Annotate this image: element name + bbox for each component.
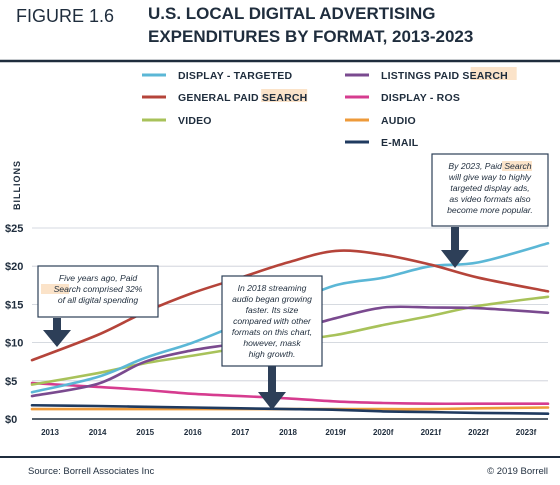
annotation-2013: Five years ago, Paid Search comprised 32… xyxy=(37,265,159,347)
annotation-line: audio began growing xyxy=(232,294,312,304)
y-axis-ticks: $0 $5 $10 $15 $20 $25 xyxy=(5,223,23,426)
y-tick-label: $10 xyxy=(5,338,23,350)
x-tick-label: 2022f xyxy=(468,428,489,437)
annotation-line: of all digital spending xyxy=(58,295,138,305)
copyright-note: © 2019 Borrell xyxy=(487,466,548,477)
annotation-line: faster. Its size xyxy=(246,305,299,315)
arrow-down-icon xyxy=(43,318,71,347)
figure-label: FIGURE 1.6 xyxy=(16,6,114,26)
search-highlight xyxy=(502,161,532,171)
x-tick-label: 2018 xyxy=(279,428,297,437)
x-tick-label: 2017 xyxy=(232,428,250,437)
arrow-down-icon xyxy=(258,366,286,410)
search-highlight xyxy=(261,89,308,102)
legend-label-listings-paid-search: LISTINGS PAID SEARCH xyxy=(381,70,508,82)
annotation-line: Five years ago, Paid xyxy=(59,273,138,283)
chart-title-line1: U.S. LOCAL DIGITAL ADVERTISING xyxy=(148,4,435,23)
legend-label-display-targeted: DISPLAY - TARGETED xyxy=(178,70,292,82)
chart-title-line2: EXPENDITURES BY FORMAT, 2013-2023 xyxy=(148,27,473,46)
x-tick-label: 2019f xyxy=(325,428,346,437)
annotation-line: formats on this chart, xyxy=(232,327,312,337)
series-line-display-ros xyxy=(30,381,550,406)
legend-label-video: VIDEO xyxy=(178,115,212,127)
search-highlight xyxy=(41,284,69,294)
annotation-line: compared with other xyxy=(233,316,312,326)
series-line-general-paid-search xyxy=(30,249,550,362)
y-tick-label: $5 xyxy=(5,376,17,388)
annotation-line: become more popular. xyxy=(447,205,533,215)
annotation-line: however, mask xyxy=(243,338,301,348)
x-tick-label: 2014 xyxy=(89,428,107,437)
x-axis-ticks: 2013 2014 2015 2016 2017 2018 2019f 2020f 2021f 2… xyxy=(41,428,536,437)
search-highlight xyxy=(470,67,517,80)
series-line-e-mail xyxy=(30,403,550,415)
annotation-2018: In 2018 streaming audio began growing fa… xyxy=(221,275,323,410)
x-tick-label: 2023f xyxy=(516,428,537,437)
annotation-line: By 2023, Paid Search xyxy=(448,161,531,171)
annotation-line: Search comprised 32% xyxy=(54,284,143,294)
legend-label-e-mail: E-MAIL xyxy=(381,137,419,149)
legend-label-general-paid-search: GENERAL PAID SEARCH xyxy=(178,92,307,104)
annotation-2023: By 2023, Paid Search will give way to hi… xyxy=(431,153,549,268)
legend: DISPLAY - TARGETED GENERAL PAID SEARCH VID… xyxy=(142,67,517,149)
annotation-line: In 2018 streaming xyxy=(238,283,307,293)
x-tick-label: 2020f xyxy=(373,428,394,437)
x-tick-label: 2021f xyxy=(421,428,442,437)
source-note: Source: Borrell Associates Inc xyxy=(28,466,154,477)
arrow-down-icon xyxy=(441,227,469,268)
annotation-line: will give way to highly xyxy=(449,172,532,182)
y-tick-label: $25 xyxy=(5,223,23,235)
annotation-line: targeted display ads, xyxy=(450,183,529,193)
y-tick-label: $15 xyxy=(5,299,23,311)
y-tick-label: $20 xyxy=(5,261,23,273)
y-axis-label: BILLIONS xyxy=(12,160,22,210)
legend-label-display-ros: DISPLAY - ROS xyxy=(381,92,460,104)
x-tick-label: 2016 xyxy=(184,428,202,437)
legend-label-audio: AUDIO xyxy=(381,115,416,127)
annotation-line: high growth. xyxy=(249,349,296,359)
y-tick-label: $0 xyxy=(5,414,17,426)
annotation-line: as video formats also xyxy=(449,194,530,204)
x-tick-label: 2013 xyxy=(41,428,59,437)
x-tick-label: 2015 xyxy=(136,428,154,437)
annotation-box xyxy=(221,275,323,367)
